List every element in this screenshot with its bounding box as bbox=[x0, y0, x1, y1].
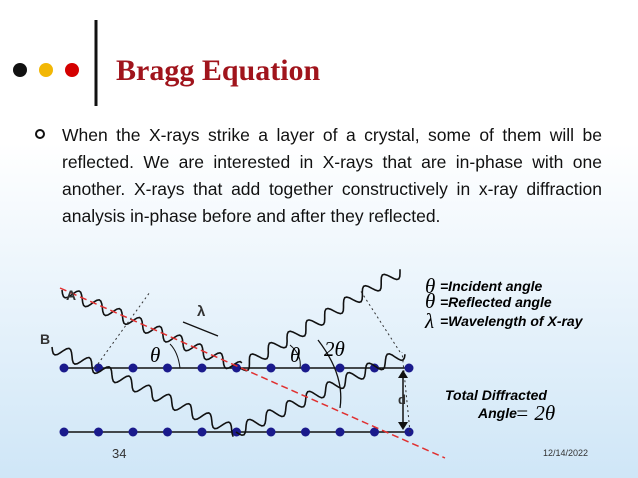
atom bbox=[94, 427, 103, 437]
atom bbox=[128, 363, 138, 373]
legend-text: =Incident angle bbox=[440, 278, 543, 294]
bullet bbox=[35, 129, 45, 139]
label-a: A bbox=[66, 287, 76, 303]
legend-text: =Wavelength of X-ray bbox=[440, 313, 584, 329]
dot bbox=[13, 63, 27, 77]
wave bbox=[61, 289, 243, 370]
guide bbox=[401, 351, 411, 433]
label-b: B bbox=[40, 331, 50, 347]
incident-ray bbox=[59, 287, 446, 459]
legend-symbol: λ bbox=[424, 309, 434, 333]
wave bbox=[239, 269, 401, 372]
atom bbox=[301, 427, 310, 437]
atom bbox=[59, 363, 69, 373]
date: 12/14/2022 bbox=[543, 448, 588, 458]
atom bbox=[335, 363, 345, 373]
total-label: Angle bbox=[477, 405, 517, 421]
theta: θ bbox=[290, 343, 300, 367]
atom bbox=[266, 427, 276, 437]
atom bbox=[128, 427, 138, 437]
bullet-text: When the X-rays strike a layer of a crys… bbox=[62, 125, 602, 226]
atom bbox=[197, 363, 207, 373]
label-d: d bbox=[398, 392, 406, 407]
page-number: 34 bbox=[112, 446, 126, 461]
atom bbox=[301, 363, 310, 373]
atom bbox=[335, 427, 345, 437]
atom bbox=[59, 427, 69, 437]
lambda-arrow bbox=[182, 321, 219, 337]
dot bbox=[39, 63, 53, 77]
two-theta: 2θ bbox=[324, 337, 345, 361]
angle-arc bbox=[289, 344, 301, 369]
legend-text: =Reflected angle bbox=[440, 294, 552, 310]
legend-symbol: θ bbox=[425, 274, 435, 298]
total-label: Total Diffracted bbox=[445, 387, 547, 403]
guide bbox=[94, 291, 151, 369]
atom bbox=[404, 427, 414, 437]
atom bbox=[266, 363, 276, 373]
angle-arc bbox=[317, 339, 342, 409]
atom bbox=[163, 427, 172, 437]
wave bbox=[51, 346, 234, 437]
atom bbox=[370, 427, 379, 437]
atom bbox=[404, 363, 414, 373]
wave bbox=[235, 352, 406, 437]
theta: θ bbox=[150, 343, 160, 367]
guide bbox=[359, 289, 401, 353]
atom bbox=[370, 363, 379, 373]
atom bbox=[197, 427, 207, 437]
dot bbox=[65, 63, 79, 77]
lambda: λ bbox=[197, 303, 206, 320]
title: Bragg Equation bbox=[116, 54, 321, 87]
angle-arc bbox=[169, 343, 181, 369]
figure bbox=[51, 269, 446, 459]
total-value: = 2θ bbox=[515, 401, 555, 425]
legend-symbol: θ bbox=[425, 289, 435, 313]
atom bbox=[163, 363, 172, 373]
